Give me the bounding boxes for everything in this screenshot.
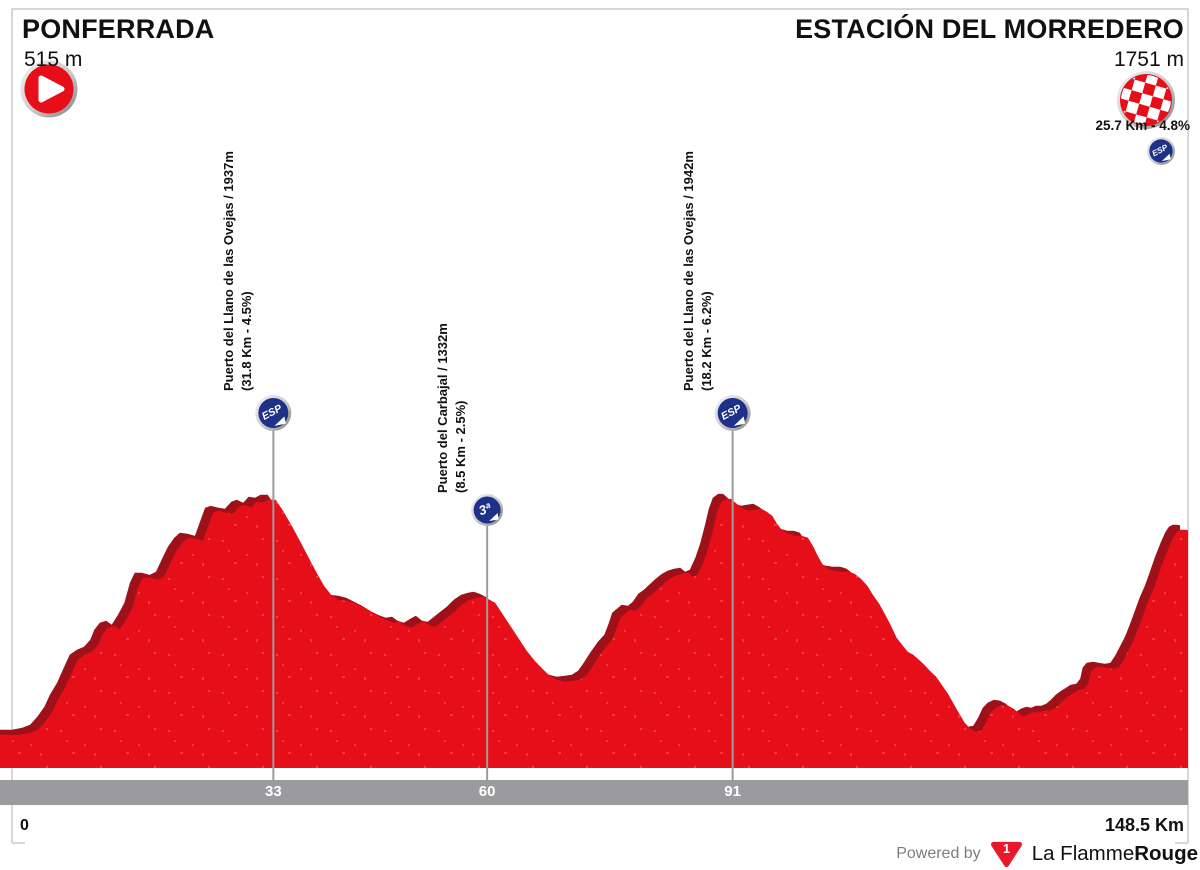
- footer-brand-lockup[interactable]: Powered by 1 La FlammeRouge: [896, 840, 1198, 868]
- final-climb-category-badge-esp: ESP: [1146, 136, 1176, 166]
- climb-label: Puerto del Llano de las Ovejas / 1942m (…: [680, 91, 716, 391]
- climb-category-badge-3a: 3ª: [471, 494, 504, 526]
- finish-elevation: 1751 m: [1113, 48, 1184, 71]
- climb-detail: (18.2 Km - 6.2%): [698, 291, 714, 391]
- climb-label: Puerto del Carbajal / 1332m (8.5 Km - 2.…: [434, 193, 470, 493]
- start-elevation: 515 m: [24, 48, 83, 71]
- climb-name: Puerto del Llano de las Ovejas / 1942m: [680, 151, 696, 391]
- axis-tick-label: 91: [724, 783, 741, 800]
- axis-tick-label: 60: [478, 783, 496, 800]
- start-title: PONFERRADA: [22, 14, 215, 44]
- axis-total-distance: 148.5 Km: [1104, 815, 1184, 835]
- climb-name: Puerto del Carbajal / 1332m: [435, 323, 451, 493]
- powered-by-label: Powered by: [896, 845, 981, 862]
- axis-origin-label: 0: [20, 817, 29, 834]
- climb-category-badge-esp: ESP: [255, 395, 292, 431]
- climb-detail: (31.8 Km - 4.5%): [239, 291, 255, 391]
- profile-texture: [0, 498, 1188, 768]
- climb-name: Puerto del Llano de las Ovejas / 1937m: [221, 151, 237, 391]
- climb-detail: (8.5 Km - 2.5%): [453, 400, 469, 493]
- final-climb-stats: 25.7 Km - 4.8%: [1095, 118, 1190, 133]
- flag-number: 1: [1003, 842, 1010, 856]
- finish-title: ESTACIÓN DEL MORREDERO: [795, 14, 1184, 44]
- climb-label: Puerto del Llano de las Ovejas / 1937m (…: [220, 91, 256, 391]
- chart-frame: [11, 8, 1189, 844]
- axis-tick-label: 33: [264, 783, 282, 800]
- distance-axis-bar: 33 60 91: [0, 780, 1188, 805]
- flamme-rouge-flag-icon: 1: [990, 841, 1022, 868]
- brand-name[interactable]: La FlammeRouge: [1031, 842, 1198, 865]
- climb-category-badge-esp: ESP: [714, 395, 751, 431]
- start-icon: [20, 60, 78, 118]
